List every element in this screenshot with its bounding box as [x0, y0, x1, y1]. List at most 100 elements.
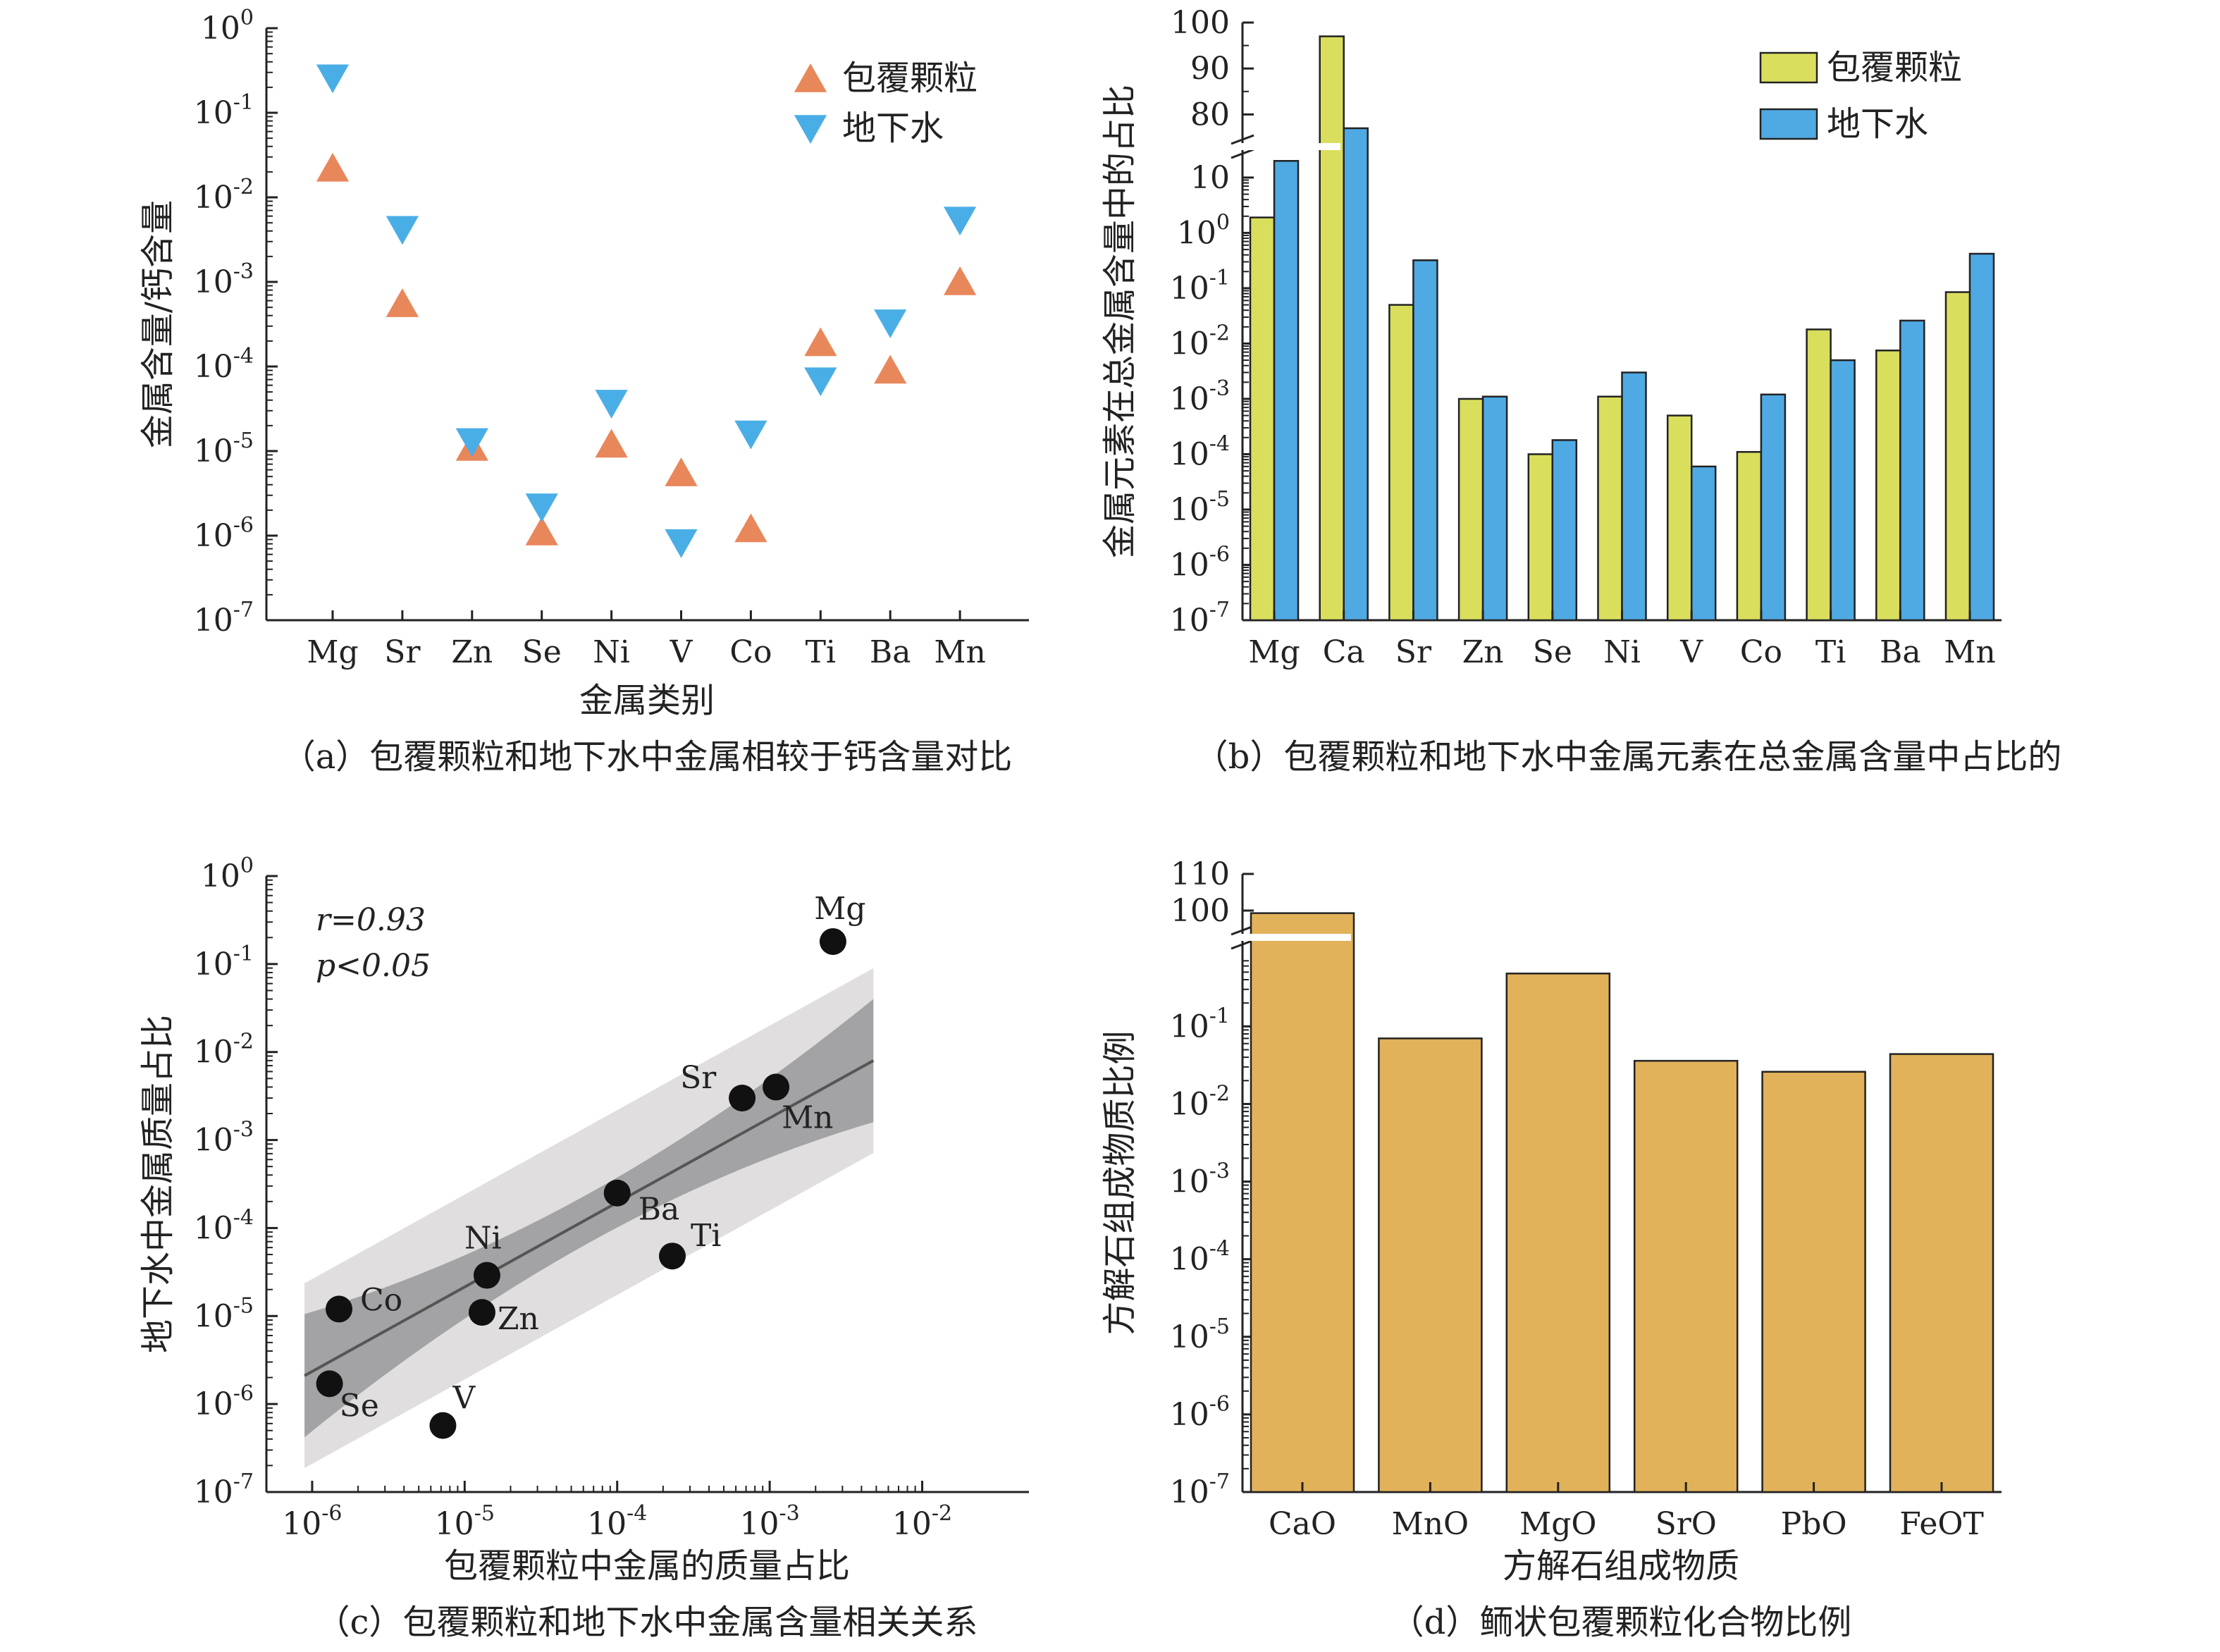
y-axis-title: 金属含量/钙含量: [138, 200, 178, 448]
x-tick-label: Sr: [384, 634, 421, 670]
y-tick-label: 10-1: [194, 942, 254, 982]
groundwater-marker: [386, 216, 419, 245]
particle-bar: [1597, 395, 1623, 622]
y-tick-label: 10-3: [1170, 1159, 1230, 1200]
point-label: Ba: [639, 1192, 680, 1228]
groundwater-bar: [1412, 259, 1438, 622]
y-tick-label: 10-7: [1170, 598, 1230, 639]
y-tick-label: 10-5: [194, 429, 254, 469]
groundwater-marker: [944, 207, 977, 236]
point-label: Ti: [691, 1218, 721, 1254]
y-tick-label: 10-6: [194, 1381, 254, 1422]
groundwater-bar: [1968, 252, 1995, 622]
point-v: [429, 1412, 457, 1439]
y-tick-label: 10-1: [1170, 266, 1230, 307]
bar-pbo: [1761, 1071, 1866, 1493]
particle-marker: [665, 457, 698, 486]
axis-break-mark: [1231, 134, 1254, 145]
point-label: Ni: [464, 1221, 502, 1257]
x-tick-label: PbO: [1781, 1506, 1847, 1542]
bar-mno: [1378, 1037, 1483, 1493]
x-tick-label: FeOT: [1899, 1506, 1984, 1542]
groundwater-bar: [1481, 395, 1508, 622]
y-tick-label: 10-2: [1170, 321, 1230, 362]
panel-a-caption: （a）包覆颗粒和地下水中金属相较于钙含量对比: [282, 737, 1013, 777]
x-tick-label: 10-4: [587, 1501, 647, 1542]
y-tick-label: 10-3: [194, 1118, 254, 1159]
band-clip-mask: [268, 1493, 1030, 1535]
particle-bar: [1806, 328, 1832, 622]
x-tick-label: CaO: [1269, 1506, 1336, 1542]
point-label: Mg: [814, 891, 865, 927]
panel-b-caption: （b）包覆颗粒和地下水中金属元素在总金属含量中占比的: [1195, 737, 2062, 777]
y-tick-label: 10-4: [194, 1205, 254, 1246]
y-tick-label: 10-6: [194, 513, 254, 554]
particle-marker: [874, 355, 907, 384]
x-tick-label: Ni: [593, 634, 630, 670]
y-tick-label: 110: [1171, 856, 1230, 892]
x-tick-label: Co: [1740, 634, 1782, 670]
legend-groundwater-swatch: [1759, 108, 1818, 140]
panel-c-caption: （c）包覆颗粒和地下水中金属含量相关关系: [316, 1603, 978, 1642]
y-tick-label: 100: [201, 853, 254, 894]
groundwater-marker: [595, 390, 628, 419]
point-ba: [603, 1179, 631, 1207]
groundwater-bar: [1830, 359, 1856, 622]
groundwater-marker: [316, 64, 350, 94]
y-tick-label: 10-3: [1170, 376, 1230, 417]
groundwater-bar: [1690, 465, 1717, 622]
x-tick-label: Ti: [806, 634, 836, 670]
legend-groundwater-label: 地下水: [842, 109, 944, 148]
y-tick-label: 10-4: [1170, 1237, 1230, 1278]
axis-break-mark: [1231, 939, 1254, 950]
particle-bar: [1457, 397, 1484, 622]
fit-line: [304, 1059, 875, 1377]
groundwater-bar: [1343, 127, 1369, 622]
y-tick-label: 10-6: [1170, 1392, 1230, 1433]
legend-groundwater-marker: [794, 115, 827, 144]
x-tick-label: Mg: [1248, 634, 1300, 670]
y-tick-label: 10-2: [194, 175, 254, 216]
point-co: [326, 1295, 353, 1323]
x-tick-label: V: [670, 634, 693, 670]
correlation-r: r=0.93: [316, 902, 426, 938]
legend-particle-label: 包覆颗粒: [1827, 48, 1962, 87]
x-tick-label: Se: [1533, 634, 1572, 670]
particle-bar: [1388, 304, 1414, 622]
x-tick-label: Se: [522, 634, 562, 670]
particle-marker: [944, 266, 977, 295]
groundwater-bar: [1621, 371, 1647, 622]
legend-particle-label: 包覆颗粒: [842, 58, 978, 98]
y-axis-title: 地下水中金属质量占比: [138, 1015, 178, 1353]
y-tick-label: 10-6: [1170, 542, 1230, 583]
point-ni: [473, 1262, 500, 1289]
y-tick-label: 10-2: [1170, 1081, 1230, 1122]
point-ti: [658, 1243, 686, 1270]
axis-break-gap: [1238, 934, 1351, 941]
x-tick-label: Ni: [1603, 634, 1641, 670]
point-label: Sr: [680, 1060, 717, 1096]
point-se: [316, 1370, 343, 1398]
legend-groundwater-label: 地下水: [1827, 104, 1928, 144]
y-tick-label: 10-1: [194, 90, 254, 131]
point-zn: [468, 1299, 495, 1326]
y-tick-label: 90: [1190, 51, 1230, 87]
y-axis-title: 方解石组成物质比例: [1100, 1030, 1140, 1335]
y-tick-label: 10-5: [1170, 487, 1230, 528]
x-tick-label: Mn: [934, 634, 985, 670]
point-label: Co: [360, 1282, 402, 1318]
axis-break-gap: [1238, 143, 1340, 150]
x-tick-label: SrO: [1655, 1506, 1717, 1542]
particle-bar: [1875, 350, 1901, 622]
y-tick-label: 10-4: [1170, 431, 1230, 472]
legend-particle-marker: [794, 63, 827, 92]
y-tick-label: 10-4: [194, 344, 254, 385]
particle-marker: [386, 288, 419, 317]
particle-bar: [1944, 291, 1971, 622]
particle-marker: [804, 327, 837, 357]
x-tick-label: Ba: [870, 634, 911, 670]
groundwater-bar: [1760, 393, 1787, 622]
y-tick-label: 10-2: [194, 1030, 254, 1071]
y-tick-label: 10-5: [194, 1293, 254, 1334]
